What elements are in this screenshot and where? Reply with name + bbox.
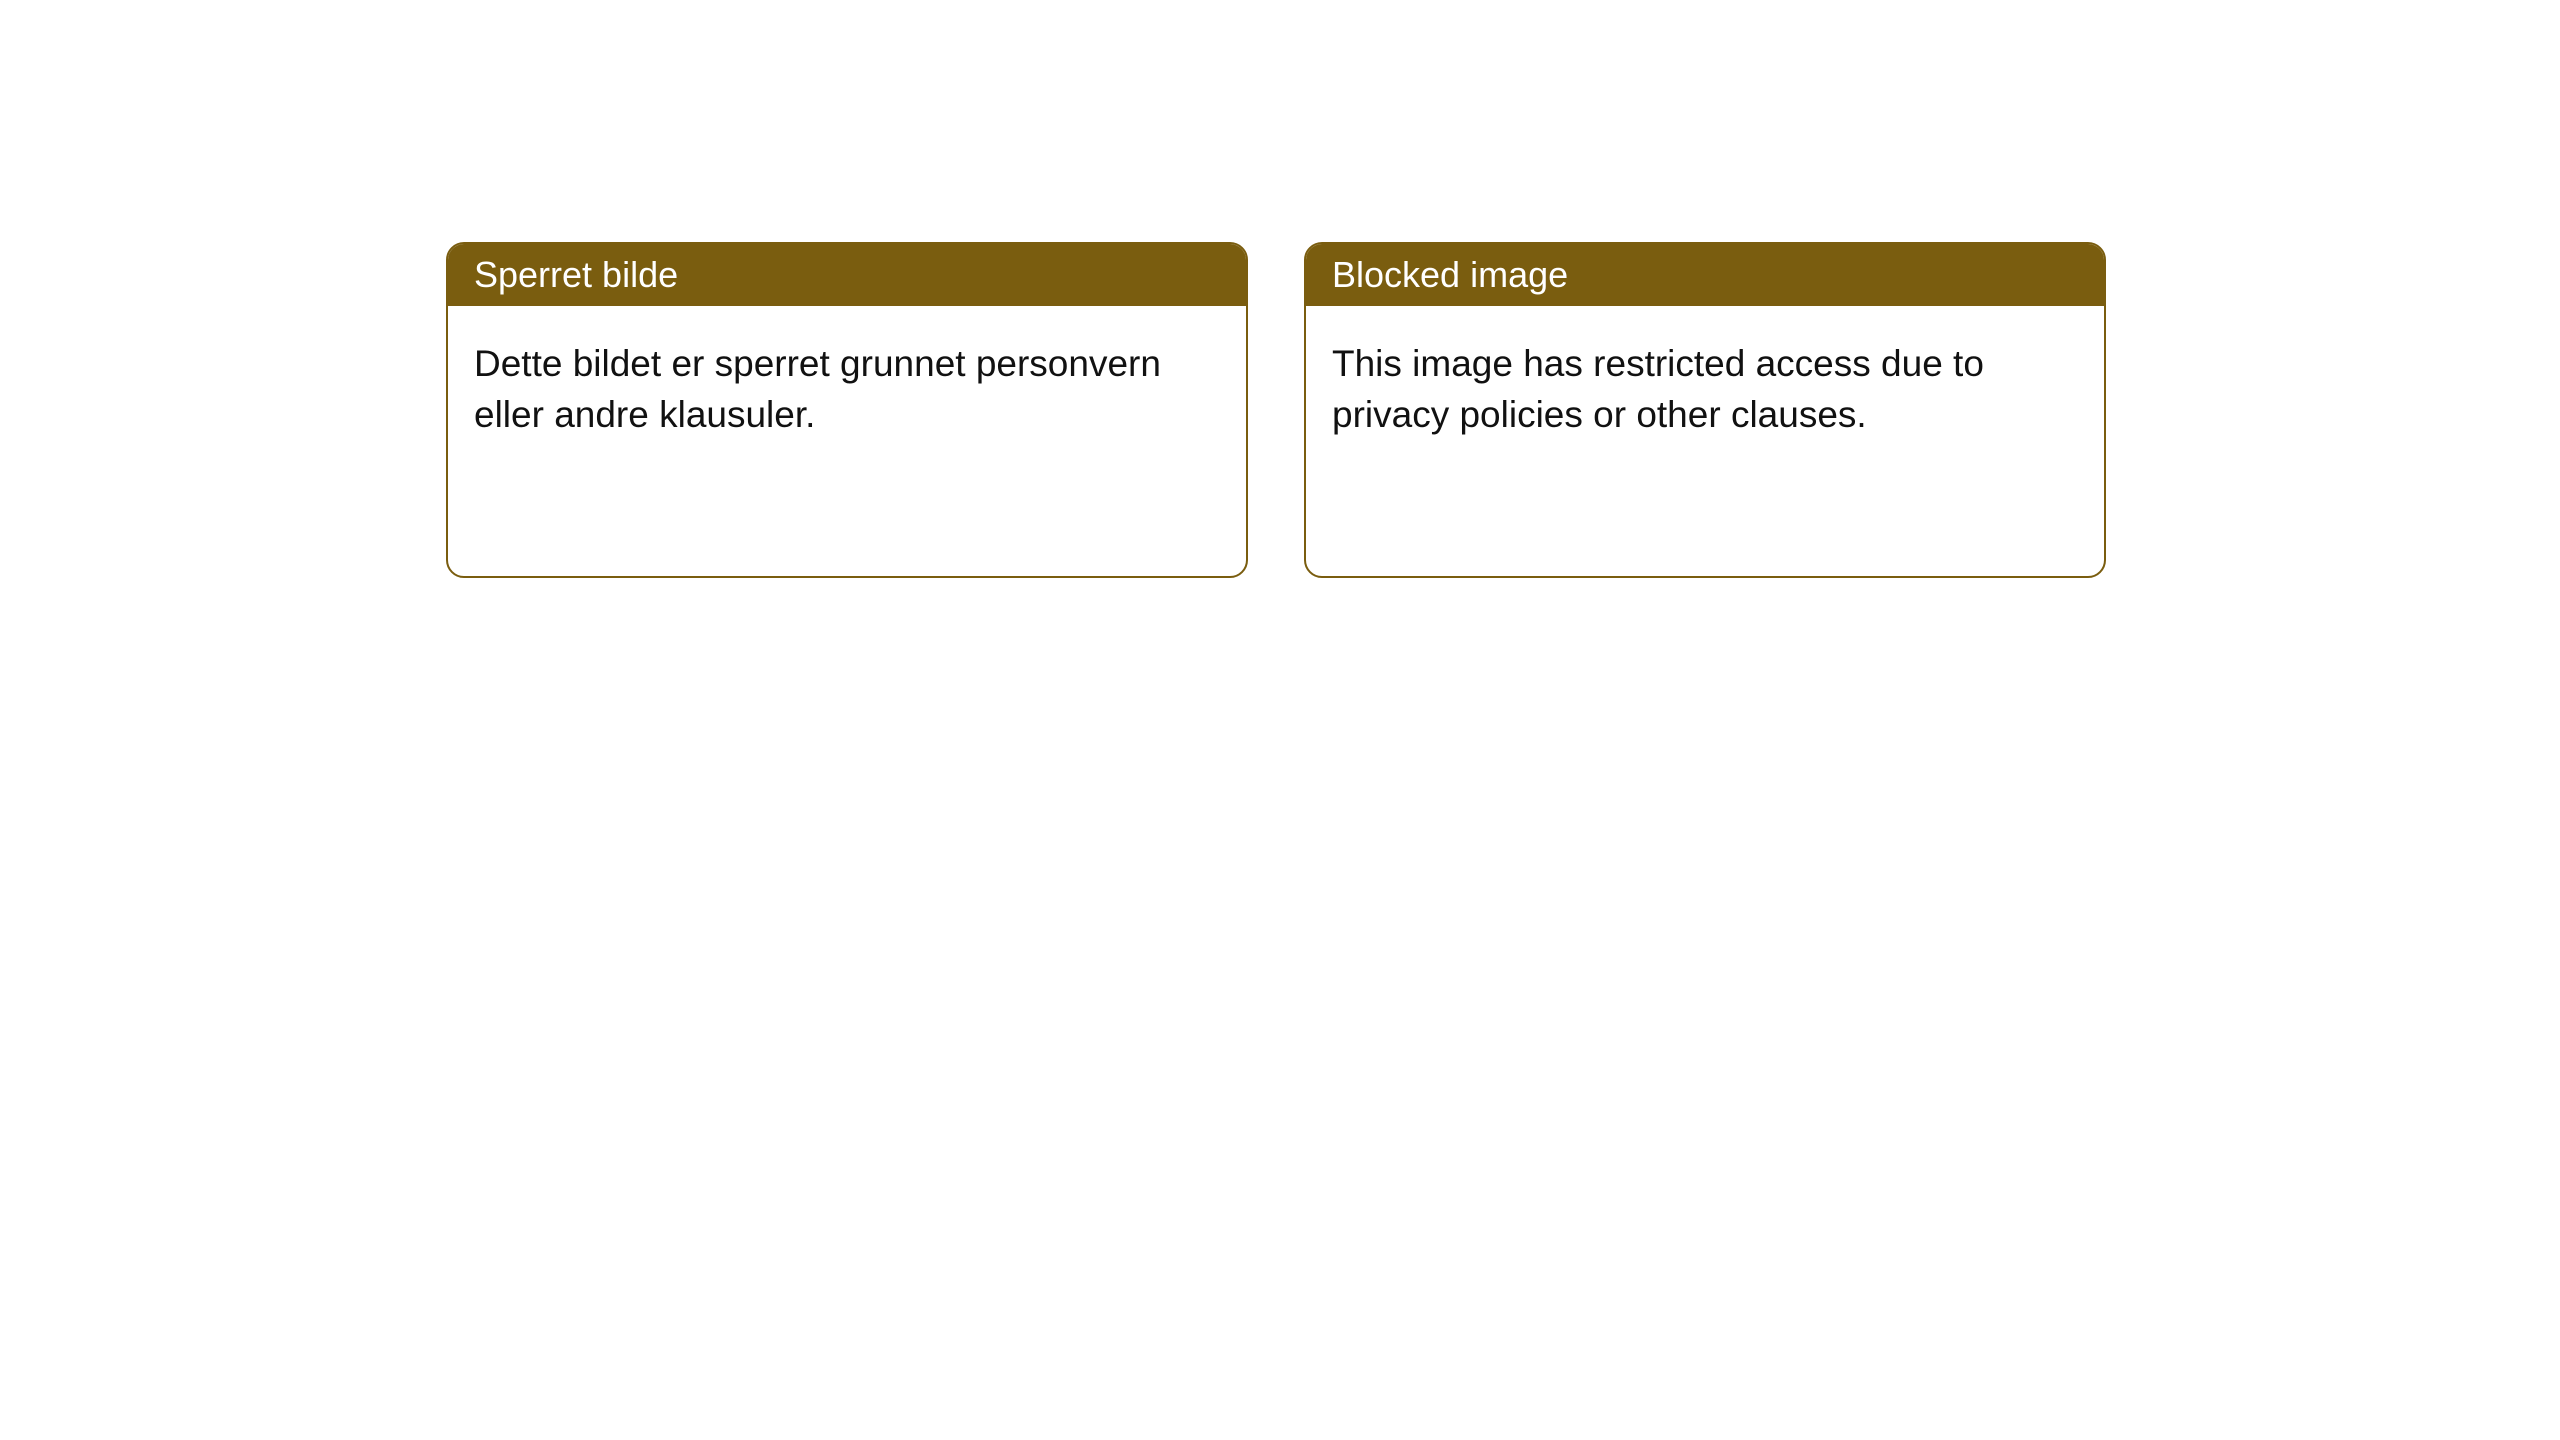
- notice-box-norwegian: Sperret bilde Dette bildet er sperret gr…: [446, 242, 1248, 578]
- notice-header: Blocked image: [1306, 244, 2104, 306]
- notice-container: Sperret bilde Dette bildet er sperret gr…: [0, 0, 2560, 578]
- notice-box-english: Blocked image This image has restricted …: [1304, 242, 2106, 578]
- notice-body: This image has restricted access due to …: [1306, 306, 2104, 472]
- notice-body: Dette bildet er sperret grunnet personve…: [448, 306, 1246, 472]
- notice-header: Sperret bilde: [448, 244, 1246, 306]
